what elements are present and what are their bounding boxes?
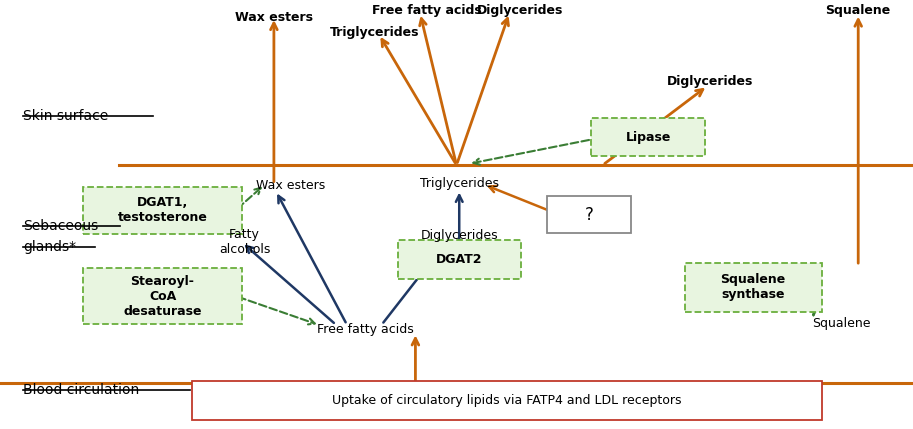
Text: Wax esters: Wax esters (256, 179, 325, 192)
Text: Triglycerides: Triglycerides (330, 26, 419, 39)
FancyBboxPatch shape (192, 381, 822, 420)
Text: Free fatty acids: Free fatty acids (373, 4, 482, 17)
Text: Sebaceous: Sebaceous (23, 219, 98, 233)
Text: Free fatty acids: Free fatty acids (317, 323, 414, 336)
Text: ?: ? (584, 205, 593, 224)
FancyBboxPatch shape (397, 240, 520, 279)
FancyBboxPatch shape (82, 187, 242, 234)
FancyBboxPatch shape (82, 268, 242, 324)
Text: Fatty
alcohols: Fatty alcohols (219, 228, 270, 256)
FancyBboxPatch shape (685, 263, 822, 312)
FancyBboxPatch shape (547, 196, 631, 233)
Text: Diglycerides: Diglycerides (667, 75, 753, 88)
Text: Diglycerides: Diglycerides (420, 229, 498, 242)
Text: DGAT1,
testosterone: DGAT1, testosterone (118, 196, 207, 224)
Text: Squalene
synthase: Squalene synthase (720, 273, 786, 302)
FancyBboxPatch shape (591, 118, 705, 156)
Text: Squalene: Squalene (813, 317, 871, 329)
Text: glands*: glands* (23, 240, 76, 254)
Text: Lipase: Lipase (625, 131, 671, 144)
Text: Diglycerides: Diglycerides (477, 4, 563, 17)
Text: Wax esters: Wax esters (235, 11, 313, 24)
Text: Stearoyl-
CoA
desaturase: Stearoyl- CoA desaturase (123, 275, 202, 317)
Text: Uptake of circulatory lipids via FATP4 and LDL receptors: Uptake of circulatory lipids via FATP4 a… (332, 394, 681, 407)
Text: Triglycerides: Triglycerides (420, 177, 498, 190)
Text: Skin surface: Skin surface (23, 109, 108, 124)
Text: Blood circulation: Blood circulation (23, 383, 139, 397)
Text: DGAT2: DGAT2 (436, 253, 482, 266)
Text: Squalene: Squalene (825, 4, 891, 17)
